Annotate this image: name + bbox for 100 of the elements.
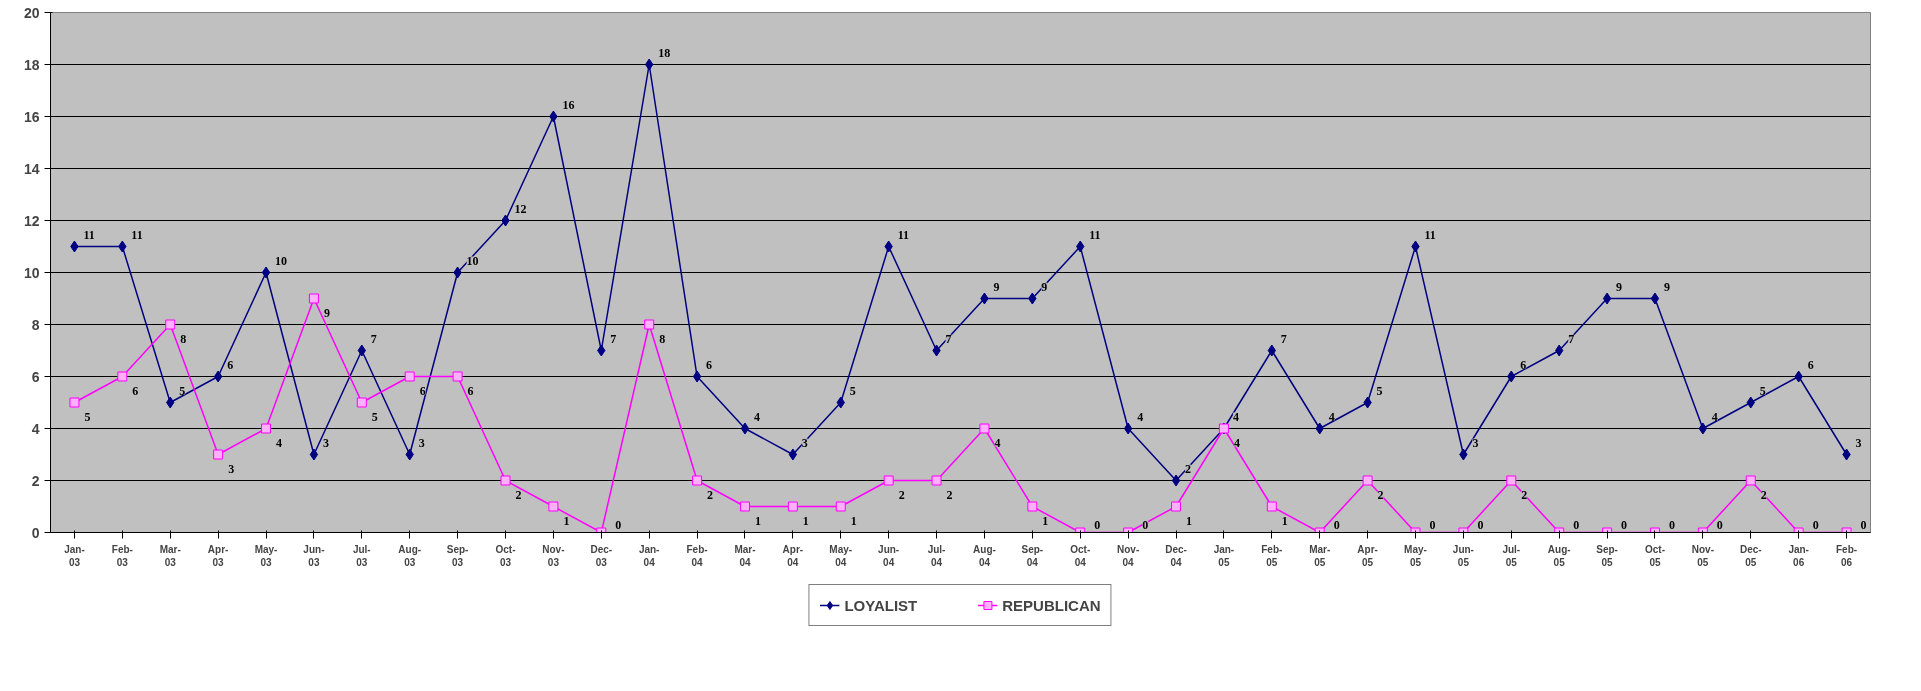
y-tick-label: 4 bbox=[31, 420, 40, 437]
point bbox=[1506, 475, 1517, 486]
point bbox=[308, 293, 319, 304]
x-tick-label: Nov-03 bbox=[542, 543, 565, 568]
data-label: 10 bbox=[466, 253, 479, 268]
x-tick-label: Sep-03 bbox=[446, 543, 469, 568]
x-tick-label: Feb-06 bbox=[1836, 543, 1858, 568]
data-label: 1 bbox=[754, 513, 761, 528]
data-label: 1 bbox=[563, 513, 570, 528]
data-label: 4 bbox=[753, 409, 760, 424]
data-label: 11 bbox=[1089, 227, 1101, 242]
data-label: 5 bbox=[1376, 383, 1383, 398]
data-label: 2 bbox=[707, 487, 714, 502]
data-label: 0 bbox=[1812, 517, 1819, 532]
point bbox=[1745, 475, 1756, 486]
data-label: 3 bbox=[1472, 435, 1479, 450]
point bbox=[1650, 292, 1660, 305]
x-tick-label: Apr-04 bbox=[782, 543, 804, 568]
point bbox=[979, 423, 990, 434]
point bbox=[213, 370, 223, 383]
data-label: 6 bbox=[1807, 357, 1814, 372]
data-label: 4 bbox=[1137, 409, 1144, 424]
data-label: 0 bbox=[1477, 517, 1484, 532]
x-tick-label: Sep-05 bbox=[1596, 543, 1618, 568]
point bbox=[404, 371, 415, 382]
point bbox=[356, 397, 367, 408]
y-tick-label: 14 bbox=[23, 160, 40, 177]
data-label: 0 bbox=[1573, 517, 1580, 532]
x-tick-label: Apr-03 bbox=[207, 543, 229, 568]
data-label: 1 bbox=[1281, 513, 1288, 528]
data-label: 9 bbox=[1041, 279, 1048, 294]
data-label: 0 bbox=[1716, 517, 1723, 532]
x-tick-label: Jun-03 bbox=[303, 543, 325, 568]
x-tick-label: Nov-05 bbox=[1691, 543, 1714, 568]
data-label: 6 bbox=[1520, 357, 1527, 372]
point bbox=[213, 449, 224, 460]
y-tick-label: 16 bbox=[23, 108, 40, 125]
x-tick-label: May-03 bbox=[254, 543, 278, 568]
point bbox=[1266, 501, 1277, 512]
point bbox=[117, 371, 128, 382]
y-tick-label: 0 bbox=[31, 524, 40, 541]
point bbox=[1698, 422, 1708, 435]
data-label: 6 bbox=[467, 383, 474, 398]
data-label: 18 bbox=[658, 45, 671, 60]
x-tick-label: Nov-04 bbox=[1117, 543, 1140, 568]
x-tick-label: Jul-05 bbox=[1502, 543, 1521, 568]
data-label: 10 bbox=[275, 253, 288, 268]
data-label: 2 bbox=[898, 487, 905, 502]
point bbox=[1027, 501, 1038, 512]
y-tick-label: 6 bbox=[31, 368, 40, 385]
data-label: 0 bbox=[1621, 517, 1628, 532]
point bbox=[835, 501, 846, 512]
data-label: 2 bbox=[515, 487, 522, 502]
legend-label: REPUBLICAN bbox=[1002, 596, 1101, 614]
data-label: 11 bbox=[897, 227, 909, 242]
x-tick-label: Aug-05 bbox=[1547, 543, 1571, 568]
data-label: 6 bbox=[706, 357, 713, 372]
x-tick-label: Sep-04 bbox=[1021, 543, 1044, 568]
data-label: 1 bbox=[1186, 513, 1193, 528]
data-label: 0 bbox=[1668, 517, 1675, 532]
data-label: 2 bbox=[946, 487, 953, 502]
data-label: 11 bbox=[131, 227, 143, 242]
point bbox=[740, 422, 750, 435]
point bbox=[739, 501, 750, 512]
data-label: 2 bbox=[1185, 461, 1192, 476]
x-tick-label: Aug-04 bbox=[973, 543, 996, 568]
y-tick-label: 8 bbox=[31, 316, 40, 333]
data-label: 3 bbox=[801, 435, 808, 450]
x-tick-label: Jan-04 bbox=[638, 543, 660, 568]
y-tick-label: 10 bbox=[23, 264, 40, 281]
point bbox=[165, 319, 176, 330]
data-label: 5 bbox=[849, 383, 856, 398]
x-tick-label: Jul-03 bbox=[352, 543, 371, 568]
legend-label: LOYALIST bbox=[844, 596, 918, 614]
data-label: 5 bbox=[84, 409, 91, 424]
data-label: 1 bbox=[802, 513, 809, 528]
x-tick-label: Dec-04 bbox=[1165, 543, 1187, 568]
data-label: 4 bbox=[1328, 409, 1335, 424]
point bbox=[1362, 475, 1373, 486]
data-label: 0 bbox=[1094, 517, 1101, 532]
x-tick-label: Aug-03 bbox=[398, 543, 422, 568]
data-label: 7 bbox=[945, 331, 952, 346]
data-label: 3 bbox=[418, 435, 425, 450]
point bbox=[452, 371, 463, 382]
data-label: 0 bbox=[1429, 517, 1436, 532]
data-label: 4 bbox=[1232, 409, 1239, 424]
point bbox=[787, 501, 798, 512]
x-tick-label: Oct-03 bbox=[495, 543, 516, 568]
data-label: 6 bbox=[132, 383, 139, 398]
data-label: 9 bbox=[993, 279, 1000, 294]
data-label: 1 bbox=[850, 513, 857, 528]
x-tick-label: Feb-05 bbox=[1261, 543, 1283, 568]
point bbox=[644, 319, 655, 330]
x-tick-label: Dec-05 bbox=[1739, 543, 1762, 568]
y-tick-label: 20 bbox=[23, 4, 40, 21]
data-label: 0 bbox=[1333, 517, 1340, 532]
x-tick-label: Mar-05 bbox=[1309, 543, 1331, 568]
x-tick-label: Jan-03 bbox=[64, 543, 85, 568]
data-label: 4 bbox=[276, 435, 283, 450]
data-label: 0 bbox=[1142, 517, 1149, 532]
